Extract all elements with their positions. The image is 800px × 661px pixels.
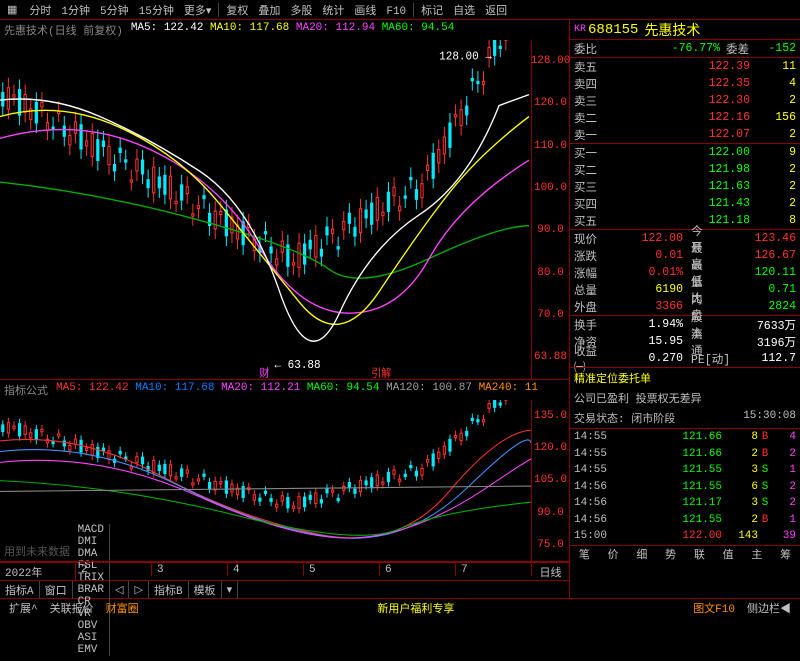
toolbar-分时[interactable]: 分时	[24, 5, 56, 19]
expand-button[interactable]: 扩展^	[4, 599, 43, 616]
promo-text[interactable]: 新用户福利专享	[146, 600, 687, 616]
toolbar-多股[interactable]: 多股	[285, 5, 317, 19]
template-button[interactable]: 模板	[189, 581, 222, 598]
menu-icon[interactable]: ▦	[2, 2, 22, 18]
top-toolbar: ▦ 分时1分钟5分钟15分钟更多▾ 复权叠加多股统计画线F10 标记自选返回	[0, 0, 800, 20]
side-tab-笔[interactable]: 笔	[570, 546, 599, 563]
note-2: 公司已盈利 投票权无差异	[570, 388, 800, 408]
toolbar-5分钟[interactable]: 5分钟	[95, 5, 134, 19]
toolbar-1分钟[interactable]: 1分钟	[56, 5, 95, 19]
future-data-note: 用到未来数据	[4, 543, 70, 559]
toolbar-叠加[interactable]: 叠加	[253, 5, 285, 19]
toolbar-15分钟[interactable]: 15分钟	[134, 5, 179, 19]
svg-text:← 63.88: ← 63.88	[274, 358, 320, 372]
side-tab-细[interactable]: 细	[628, 546, 657, 563]
ind-TRIX[interactable]: TRIX	[73, 572, 110, 584]
chart2-legend: 指标公式 MA5: 122.42 MA10: 117.68 MA20: 112.…	[0, 380, 569, 400]
indicator-svg	[0, 400, 531, 561]
indicator-chart[interactable]: 用到未来数据 135.0120.0105.090.075.0	[0, 400, 569, 562]
ind-EMV[interactable]: EMV	[73, 644, 110, 656]
chart1-yaxis: 128.00120.0110.0100.090.080.070.063.88	[531, 40, 569, 379]
orderbook-row: 卖二122.16156	[570, 109, 800, 126]
toolbar-返回[interactable]: 返回	[480, 5, 512, 19]
tick-row: 14:55121.553S1	[570, 462, 800, 479]
note-1: 精准定位委托单	[570, 368, 800, 388]
main-kline-chart[interactable]: 128.00 → ← 63.88 财 引解 128.00120.0110.010…	[0, 40, 569, 380]
toolbar-画线[interactable]: 画线	[349, 5, 381, 19]
orderbook-row: 卖三122.302	[570, 92, 800, 109]
orderbook-row: 买二121.982	[570, 161, 800, 178]
side-tabs: 笔价细势联值主筹	[570, 545, 800, 563]
svg-text:财: 财	[260, 366, 270, 379]
ind-BRAR[interactable]: BRAR	[73, 584, 110, 596]
window-button[interactable]: 窗口	[40, 581, 73, 598]
side-tab-势[interactable]: 势	[656, 546, 685, 563]
stock-header: KR 688155 先惠技术	[570, 20, 800, 40]
tick-row: 14:55121.668B4	[570, 429, 800, 446]
side-panel: KR 688155 先惠技术 委比 -76.77% 委差 -152 卖五122.…	[570, 20, 800, 598]
stock-name: 先惠技术	[644, 20, 700, 40]
commit-row: 委比 -76.77% 委差 -152	[570, 40, 800, 57]
charts-panel: 先惠技术(日线 前复权) MA5: 122.42 MA10: 117.68 MA…	[0, 20, 570, 598]
trade-status: 交易状态: 闭市阶段 15:30:08	[570, 408, 800, 428]
chart1-legend: 先惠技术(日线 前复权) MA5: 122.42 MA10: 117.68 MA…	[0, 20, 569, 40]
indicator-b-button[interactable]: 指标B	[149, 581, 189, 598]
sidebar-toggle-button[interactable]: 侧边栏◀	[742, 599, 796, 616]
chart2-yaxis: 135.0120.0105.090.075.0	[531, 400, 569, 561]
toolbar-统计[interactable]: 统计	[317, 5, 349, 19]
tick-row: 14:55121.662B2	[570, 446, 800, 463]
indicator-a-button[interactable]: 指标A	[0, 581, 40, 598]
stock-code[interactable]: 688155	[588, 22, 638, 38]
ind-OBV[interactable]: OBV	[73, 620, 110, 632]
ind-ASI[interactable]: ASI	[73, 632, 110, 644]
side-tab-筹[interactable]: 筹	[771, 546, 800, 563]
scroll-left-icon[interactable]: ◁	[110, 581, 129, 598]
svg-text:128.00 →: 128.00 →	[439, 50, 492, 64]
side-tab-值[interactable]: 值	[714, 546, 743, 563]
orderbook-row: 卖五122.3911	[570, 58, 800, 75]
side-tab-价[interactable]: 价	[599, 546, 628, 563]
indicator-bar: 指标A 窗口 MACDDMIDMAFSLTRIXBRARCRVROBVASIEM…	[0, 580, 569, 598]
scroll-right-icon[interactable]: ▷	[129, 581, 148, 598]
toolbar-F10[interactable]: F10	[381, 5, 411, 19]
orderbook-row: 卖一122.072	[570, 126, 800, 143]
bottom-bar: 扩展^ 关联报价 财富圈 新用户福利专享 图文F10 侧边栏◀	[0, 598, 800, 616]
dropdown-icon[interactable]: ▾	[222, 581, 239, 598]
tick-row: 14:56121.173S2	[570, 495, 800, 512]
orderbook-row: 卖四122.354	[570, 75, 800, 92]
toolbar-更多▾[interactable]: 更多▾	[179, 5, 217, 19]
kline-svg: 128.00 → ← 63.88 财 引解	[0, 40, 531, 379]
svg-text:引解: 引解	[371, 366, 391, 379]
toolbar-自选[interactable]: 自选	[448, 5, 480, 19]
related-quote-button[interactable]: 关联报价	[45, 599, 99, 616]
tick-row: 14:56121.556S2	[570, 479, 800, 496]
orderbook-row: 买四121.432	[570, 195, 800, 212]
side-tab-联[interactable]: 联	[685, 546, 714, 563]
tick-row: 15:00122.0014339	[570, 528, 800, 545]
tick-list: 14:55121.668B414:55121.662B214:55121.553…	[570, 429, 800, 545]
orderbook-row: 买三121.632	[570, 178, 800, 195]
wealth-circle-button[interactable]: 财富圈	[101, 599, 144, 616]
f10-button[interactable]: 图文F10	[688, 599, 740, 616]
orderbook-row: 买一122.009	[570, 144, 800, 161]
side-tab-主[interactable]: 主	[743, 546, 772, 563]
toolbar-标记[interactable]: 标记	[416, 5, 448, 19]
tick-row: 14:56121.552B1	[570, 512, 800, 529]
kline-period[interactable]: 日线	[532, 564, 569, 580]
toolbar-复权[interactable]: 复权	[221, 5, 253, 19]
orderbook-row: 买五121.188	[570, 212, 800, 229]
quote-grid: 现价122.00今开123.46涨跌0.01最高126.67涨幅0.01%最低1…	[570, 230, 800, 367]
